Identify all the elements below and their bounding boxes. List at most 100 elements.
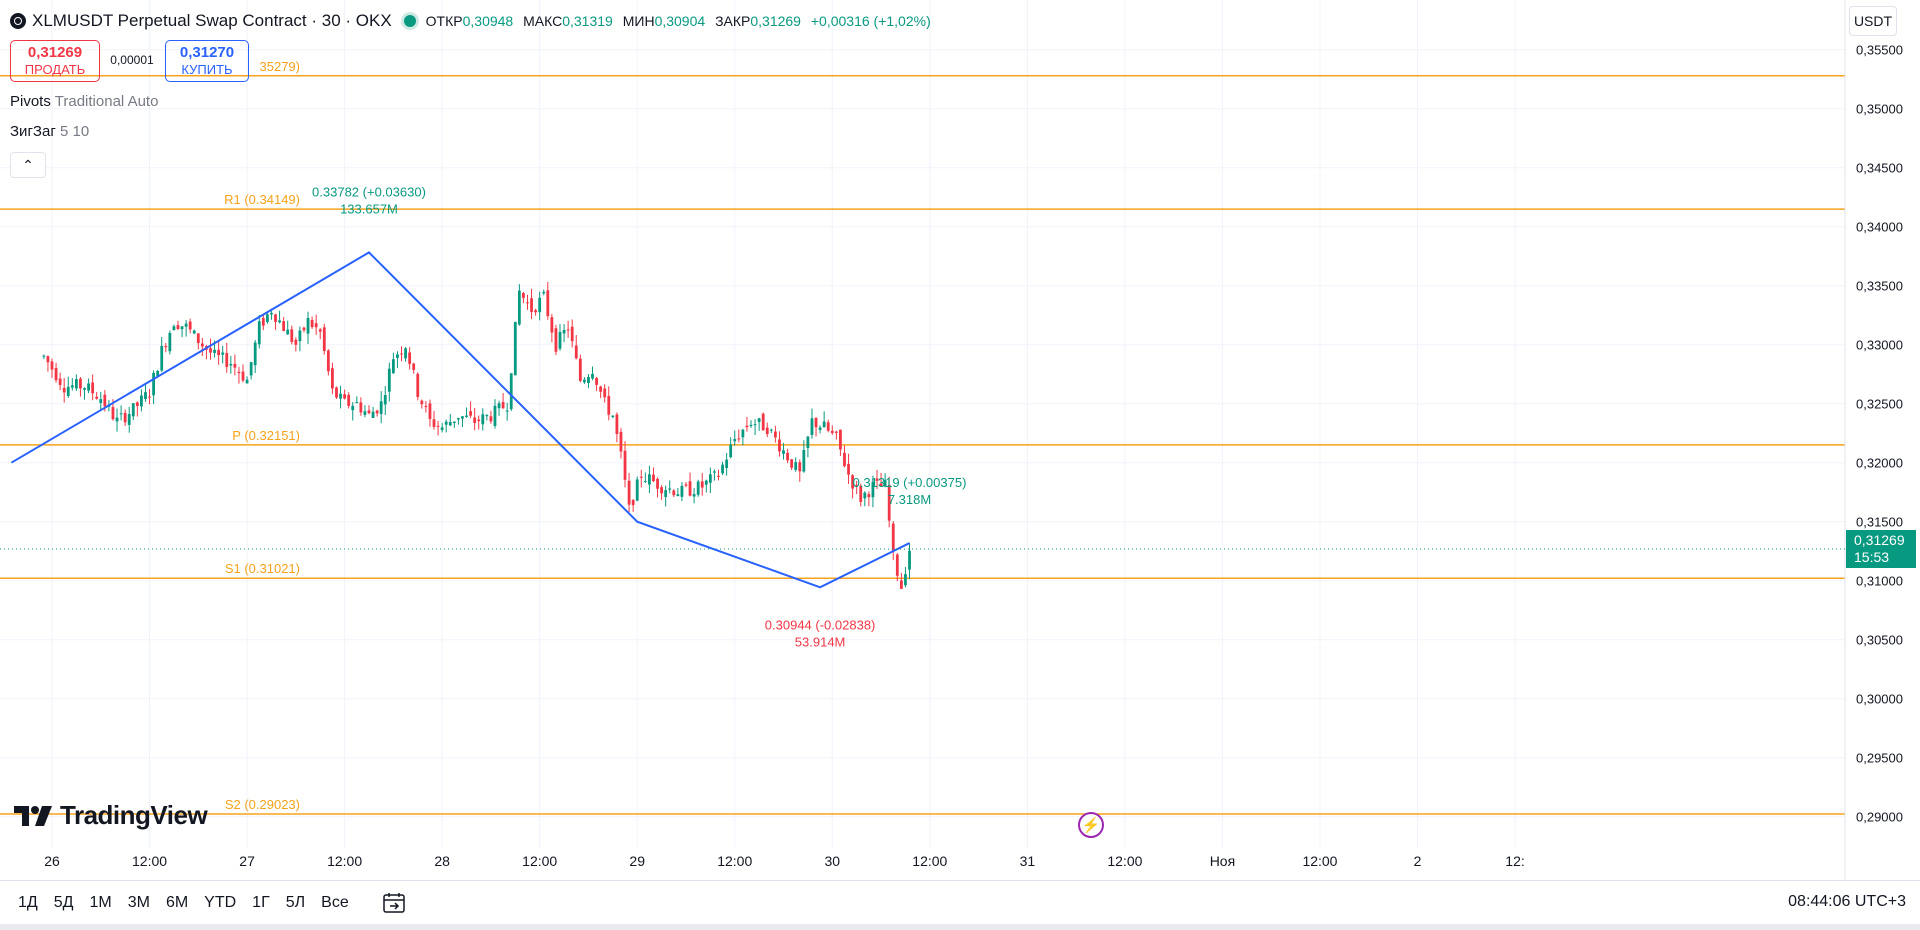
candle-body [843, 452, 846, 467]
sell-button[interactable]: 0,31269 ПРОДАТЬ [10, 40, 100, 82]
candle-body [806, 436, 810, 449]
candle-body [765, 427, 769, 435]
calendar-goto-icon[interactable] [381, 891, 407, 915]
candle-body [221, 352, 225, 355]
candle-body [631, 500, 635, 506]
candle-body [286, 329, 290, 335]
collapse-indicators-button[interactable]: ⌃ [10, 152, 46, 178]
candle-body [798, 462, 802, 472]
candle-body [355, 402, 359, 404]
price-tick-label: 0,33500 [1856, 279, 1903, 294]
indicator-pivots[interactable]: Pivots Traditional Auto [10, 93, 158, 110]
candle-body [664, 490, 668, 497]
candle-body [814, 418, 818, 428]
candle-body [428, 403, 432, 419]
market-status-icon[interactable] [403, 15, 416, 27]
candle-body [391, 359, 395, 374]
price-tick-label: 0,32500 [1856, 397, 1903, 412]
candle-body [396, 354, 399, 358]
range-all[interactable]: Все [321, 894, 349, 911]
candle-body [810, 418, 814, 435]
candle-body [160, 345, 164, 371]
candle-body [769, 429, 773, 431]
price-chart[interactable]: 35279) R1 (0.34149) P (0.32151) S1 (0.31021… [0, 0, 1920, 880]
time-tick-label: 31 [1020, 853, 1036, 869]
candle-body [696, 481, 700, 495]
range-1d[interactable]: 1Д [18, 894, 38, 911]
candle-body [526, 302, 529, 304]
candle-body [656, 478, 659, 489]
close-value: 0,31269 [750, 13, 801, 29]
indicator-zigzag[interactable]: ЗигЗаг 5 10 [10, 123, 89, 140]
candle-body [62, 387, 66, 393]
candle-body [326, 350, 330, 372]
candle-body [839, 429, 842, 450]
candle-body [50, 361, 54, 370]
candle-body [83, 388, 86, 390]
candle-body [859, 486, 863, 502]
candle-body [46, 356, 50, 363]
symbol-title[interactable]: XLMUSDT Perpetual Swap Contract · 30 · O… [32, 11, 392, 30]
range-ytd[interactable]: YTD [204, 894, 237, 911]
tradingview-logo[interactable]: TradingView [14, 800, 208, 831]
candle-body [668, 488, 672, 490]
candle-body [270, 312, 273, 315]
zigzag-line [10, 251, 910, 589]
candle-body [66, 386, 70, 396]
high-label: МАКС [523, 13, 563, 29]
range-1y[interactable]: 1Г [252, 894, 270, 911]
candle-body [257, 321, 261, 345]
time-tick-label: Ноя [1210, 853, 1235, 869]
price-tick-label: 0,33000 [1856, 338, 1903, 353]
candle-body [119, 413, 123, 415]
candle-body [359, 402, 363, 413]
candle-body [493, 405, 497, 426]
current-price-value: 0,31269 [1854, 531, 1905, 548]
candle-body [469, 411, 472, 416]
candle-body [672, 490, 676, 496]
lightning-icon[interactable]: ⚡ [1078, 812, 1104, 838]
candle-body [265, 314, 269, 322]
candle-body [424, 405, 428, 408]
candle-body [387, 368, 391, 392]
candle-body [692, 494, 696, 497]
range-1m[interactable]: 1М [89, 894, 112, 911]
buy-price: 0,31270 [179, 44, 235, 61]
candle-body [99, 399, 103, 404]
buy-button[interactable]: 0,31270 КУПИТЬ [165, 40, 249, 82]
candle-body [550, 317, 554, 333]
candle-body [314, 323, 318, 328]
candle-body [261, 318, 265, 326]
candle-body [704, 480, 708, 485]
pivot-label: S1 (0.31021) [225, 561, 300, 576]
pivot-label: R1 (0.34149) [224, 192, 300, 207]
candle-body [477, 419, 481, 422]
candle-body [375, 410, 379, 414]
currency-unit-select[interactable]: USDT [1849, 6, 1897, 36]
candle-body [635, 479, 639, 501]
candle-body [448, 422, 452, 426]
zigzag-price-label: 0.31319 (+0.00375) [853, 475, 967, 490]
candle-body [322, 327, 326, 352]
range-6m[interactable]: 6М [165, 894, 189, 911]
candle-body [363, 411, 367, 415]
candle-body [534, 310, 538, 313]
candle-body [725, 459, 729, 469]
candle-body [615, 414, 619, 434]
candle-body [607, 396, 611, 415]
range-5d[interactable]: 5Д [53, 894, 74, 911]
clock-timezone[interactable]: 08:44:06 UTC+3 [1788, 893, 1906, 910]
candle-body [619, 431, 623, 452]
candle-body [822, 421, 826, 428]
candle-body [558, 331, 562, 349]
time-tick-label: 12:00 [1107, 853, 1142, 869]
candle-body [773, 431, 777, 438]
candle-body [562, 330, 566, 334]
candle-body [708, 474, 712, 483]
symbol-header: XLMUSDT Perpetual Swap Contract · 30 · O… [10, 10, 937, 32]
range-5y[interactable]: 5Л [285, 894, 306, 911]
candle-body [782, 450, 785, 454]
candle-body [660, 487, 663, 494]
range-3m[interactable]: 3М [127, 894, 150, 911]
candle-body [790, 459, 794, 468]
